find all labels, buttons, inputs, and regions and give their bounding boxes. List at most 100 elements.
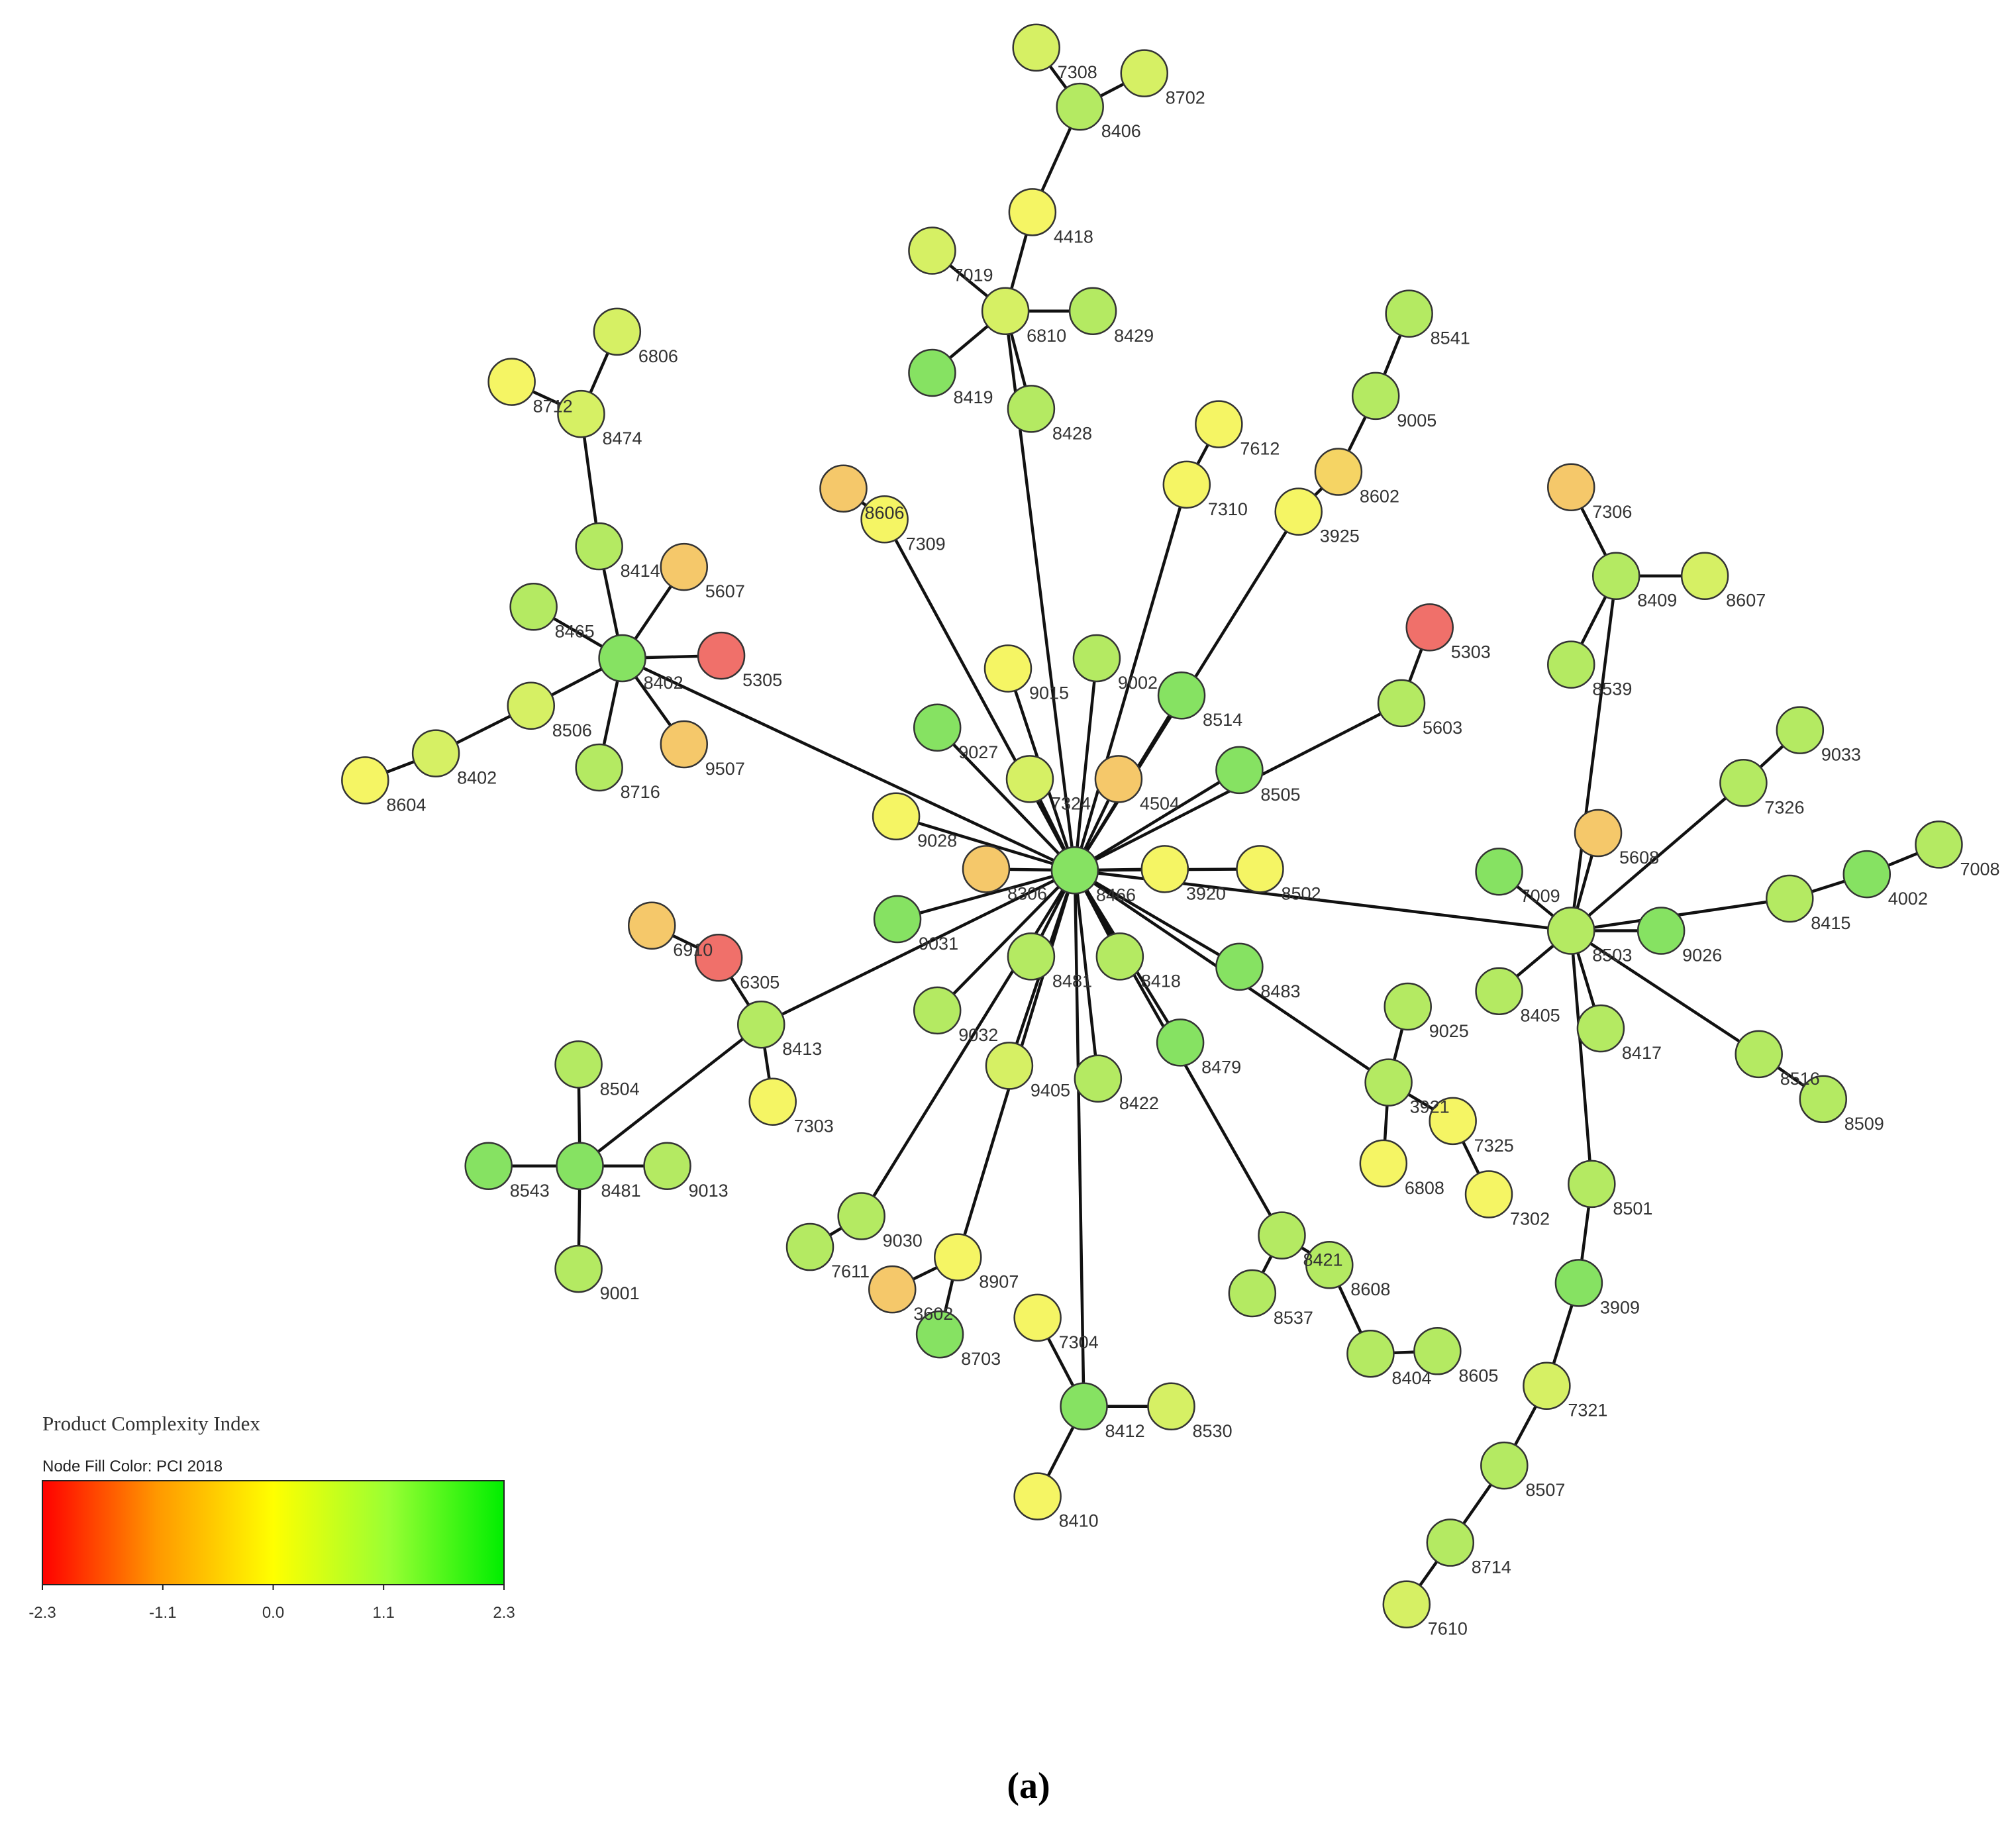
node [1215, 942, 1264, 991]
node-label: 8412 [1105, 1421, 1145, 1441]
node [1359, 1139, 1408, 1188]
node [1405, 603, 1454, 652]
node [934, 1233, 982, 1281]
node-label: 7302 [1510, 1209, 1550, 1228]
node [913, 703, 962, 752]
node-label: 9028 [917, 831, 957, 851]
node [1475, 847, 1523, 896]
node-label: 7326 [1764, 797, 1804, 817]
node-label: 8421 [1303, 1250, 1342, 1270]
node-label: 5303 [1451, 642, 1491, 662]
node [554, 1040, 603, 1089]
node-label: 7308 [1058, 62, 1097, 82]
node-label: 8404 [1391, 1368, 1431, 1388]
node [1074, 1054, 1123, 1103]
node-label: 8507 [1525, 1480, 1565, 1500]
node [507, 681, 556, 730]
node [1480, 1441, 1529, 1490]
node [1915, 820, 1963, 869]
node-label: 7610 [1428, 1619, 1468, 1639]
node-label: 8514 [1203, 710, 1242, 730]
node-label: 8409 [1637, 591, 1677, 611]
node-label: 8428 [1052, 423, 1092, 443]
edge [1570, 575, 1618, 931]
node-label: 9001 [600, 1283, 640, 1303]
node-label: 7009 [1521, 886, 1560, 906]
node-label: 8501 [1613, 1199, 1652, 1218]
edge [579, 1023, 762, 1167]
node [1120, 49, 1169, 97]
node-label: 8479 [1201, 1057, 1241, 1077]
node-label: 7325 [1474, 1136, 1514, 1156]
node-label: 8406 [1101, 121, 1141, 141]
node [1013, 1472, 1062, 1520]
node [1735, 1030, 1783, 1079]
node-label: 7612 [1240, 439, 1280, 459]
node-label: 9405 [1031, 1080, 1070, 1100]
node [983, 644, 1033, 693]
node [1680, 552, 1729, 600]
node [736, 1000, 785, 1049]
node [872, 792, 921, 840]
node [1429, 1097, 1477, 1146]
node-label: 9507 [705, 759, 745, 779]
node [1140, 845, 1189, 893]
node-label: 4418 [1054, 226, 1093, 246]
node-label: 3920 [1186, 883, 1226, 903]
edge [621, 656, 1076, 872]
edge [860, 869, 1076, 1217]
node [908, 226, 956, 275]
node-label: 8481 [601, 1181, 641, 1201]
node [1147, 1382, 1195, 1431]
node [819, 464, 868, 513]
node [1095, 932, 1144, 981]
node-label: 8414 [621, 561, 660, 581]
node [1314, 448, 1363, 496]
edge [1570, 781, 1744, 932]
node-label: 6910 [673, 940, 713, 960]
legend-title: Product Complexity Index [42, 1412, 260, 1435]
node-label: 6810 [1027, 326, 1066, 346]
node [341, 756, 389, 805]
node [1007, 385, 1056, 433]
node [694, 934, 743, 982]
caption: (a) [1007, 1765, 1050, 1807]
node [915, 1310, 964, 1359]
node [697, 631, 746, 680]
edge [897, 869, 1076, 921]
node [1568, 1160, 1616, 1209]
node [1258, 1211, 1306, 1260]
node [1162, 460, 1211, 509]
node [1050, 846, 1099, 895]
node-label: 8465 [555, 621, 595, 641]
node-label: 8716 [621, 782, 660, 802]
node [981, 287, 1030, 336]
node-label: 9031 [919, 934, 958, 954]
node [575, 522, 623, 571]
node-label: 8506 [552, 720, 592, 740]
node [509, 583, 558, 631]
node-label: 7321 [1568, 1401, 1607, 1420]
node-label: 8474 [602, 428, 642, 448]
node [1346, 1329, 1395, 1378]
node-label: 8502 [1281, 883, 1321, 903]
node-label: 9013 [689, 1181, 729, 1201]
edge [936, 869, 1076, 1012]
node [1799, 1075, 1848, 1124]
node [837, 1192, 885, 1240]
node [660, 542, 709, 591]
node-label: 3921 [1410, 1097, 1450, 1117]
node [1060, 1382, 1108, 1431]
node-label: 8607 [1726, 591, 1766, 611]
edge [1073, 870, 1100, 1079]
node [1094, 755, 1143, 803]
node [1382, 1580, 1431, 1628]
node [785, 1222, 834, 1271]
edge [883, 519, 1076, 871]
node-label: 7304 [1059, 1332, 1099, 1352]
node-label: 8306 [1007, 883, 1047, 903]
node [1464, 1170, 1513, 1218]
node-label: 8429 [1114, 326, 1154, 346]
edge [760, 869, 1076, 1026]
